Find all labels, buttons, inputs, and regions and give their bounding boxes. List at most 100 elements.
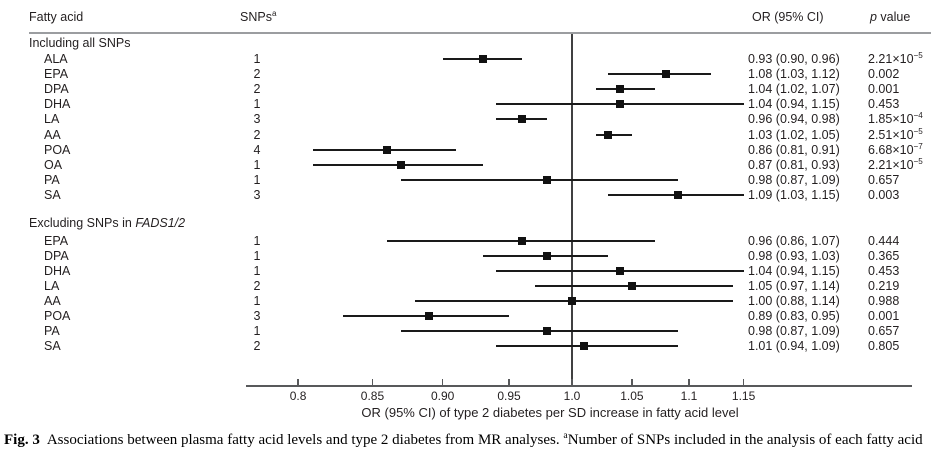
x-axis-tick-label: 0.90	[430, 389, 455, 403]
row-p-value: 0.365	[868, 248, 900, 263]
row-p-value: 2.51×10−5	[868, 126, 923, 142]
row-p-value: 2.21×10−5	[868, 50, 923, 66]
row-snps-count: 2	[253, 82, 261, 97]
row-or-marker	[627, 281, 636, 290]
row-or-marker	[478, 55, 487, 63]
row-snps-count: 1	[253, 97, 261, 112]
row-p-value: 6.68×10−7	[868, 141, 923, 157]
row-label: DHA	[44, 97, 71, 112]
row-ci-whisker	[401, 330, 678, 333]
row-label: EPA	[44, 233, 69, 248]
row-or-ci-text: 0.87 (0.81, 0.93)	[748, 157, 840, 172]
row-label: OA	[44, 157, 63, 172]
row-or-ci-text: 0.96 (0.86, 1.07)	[748, 233, 840, 248]
row-p-value: 0.001	[868, 309, 900, 323]
row-or-ci-text: 0.86 (0.81, 0.91)	[748, 142, 840, 157]
row-p-value: 0.657	[868, 172, 900, 187]
row-label: SA	[44, 339, 61, 354]
row-or-marker	[616, 85, 625, 94]
row-label: AA	[44, 127, 61, 142]
x-axis-tick-label: 0.8	[289, 389, 307, 403]
x-axis-tick	[371, 379, 374, 385]
row-snps-count: 3	[253, 112, 261, 127]
row-p-value: 0.805	[868, 339, 900, 354]
row-label: POA	[44, 309, 71, 323]
row-p-value: 0.003	[868, 187, 900, 202]
row-p-value: 0.002	[868, 67, 900, 82]
row-or-ci-text: 1.01 (0.94, 1.09)	[748, 339, 840, 354]
x-axis-title: OR (95% CI) of type 2 diabetes per SD in…	[361, 405, 739, 420]
row-label: ALA	[44, 52, 68, 66]
header-divider-rule	[29, 32, 931, 34]
row-or-ci-text: 0.98 (0.87, 1.09)	[748, 172, 840, 187]
row-label: PA	[44, 172, 60, 187]
row-label: LA	[44, 278, 60, 293]
section-title: Including all SNPs	[29, 36, 131, 50]
row-or-marker	[604, 130, 613, 139]
column-header-fatty-acid: Fatty acid	[29, 10, 84, 24]
row-or-marker	[662, 70, 671, 79]
row-p-value: 1.85×10−4	[868, 111, 923, 127]
row-p-value: 0.453	[868, 263, 900, 278]
x-axis-tick-label: 1.0	[563, 389, 581, 403]
x-axis-tick-label: 1.05	[620, 389, 644, 403]
caption-footnote-marker: a	[563, 430, 568, 441]
row-or-ci-text: 1.09 (1.03, 1.15)	[748, 187, 840, 202]
row-label: DPA	[44, 82, 69, 97]
row-or-ci-text: 0.89 (0.83, 0.95)	[748, 309, 840, 323]
row-or-ci-text: 1.04 (1.02, 1.07)	[748, 82, 840, 97]
column-header-snps: SNPsa	[240, 8, 277, 24]
x-axis-tick	[688, 379, 690, 385]
row-or-ci-text: 0.98 (0.93, 1.03)	[748, 248, 840, 263]
row-snps-count: 3	[253, 187, 261, 202]
row-p-value: 0.657	[868, 324, 900, 339]
row-snps-count: 1	[253, 157, 261, 172]
row-snps-count: 1	[253, 52, 261, 66]
row-or-marker	[517, 236, 526, 245]
row-or-marker	[424, 312, 433, 320]
row-or-ci-text: 0.93 (0.90, 0.96)	[748, 52, 840, 66]
row-label: DHA	[44, 263, 71, 278]
row-or-marker	[543, 175, 552, 184]
row-p-value: 0.453	[868, 97, 900, 112]
x-axis-tick	[631, 379, 633, 385]
caption-label: Fig. 3	[4, 432, 40, 448]
x-axis-tick	[297, 379, 299, 385]
row-or-marker	[568, 296, 576, 305]
row-or-ci-text: 1.04 (0.94, 1.15)	[748, 263, 840, 278]
row-or-marker	[543, 251, 552, 260]
row-or-ci-text: 1.08 (1.03, 1.12)	[748, 67, 840, 82]
row-label: EPA	[44, 67, 69, 82]
row-or-ci-text: 0.98 (0.87, 1.09)	[748, 324, 840, 339]
row-p-value: 2.21×10−5	[868, 156, 923, 172]
row-or-marker	[616, 266, 625, 275]
x-axis-tick-label: 1.1	[680, 389, 698, 403]
row-snps-count: 3	[253, 309, 261, 323]
row-snps-count: 1	[253, 324, 261, 339]
row-label: AA	[44, 293, 61, 308]
row-label: DPA	[44, 248, 69, 263]
row-or-marker	[397, 160, 406, 169]
row-snps-count: 2	[253, 67, 261, 82]
row-or-ci-text: 1.00 (0.88, 1.14)	[748, 293, 840, 308]
row-or-ci-text: 0.96 (0.94, 0.98)	[748, 112, 840, 127]
row-ci-whisker	[608, 73, 712, 76]
snps-footnote-marker: a	[271, 8, 277, 18]
row-snps-count: 2	[253, 127, 261, 142]
row-label: LA	[44, 112, 60, 127]
row-snps-count: 1	[253, 172, 261, 187]
x-axis-tick	[508, 379, 510, 385]
row-or-ci-text: 1.05 (0.97, 1.14)	[748, 278, 840, 293]
section-title: Excluding SNPs in FADS1/2	[29, 216, 186, 230]
row-label: POA	[44, 142, 71, 157]
row-ci-whisker	[401, 178, 678, 181]
row-or-marker	[517, 115, 526, 124]
row-snps-count: 1	[253, 263, 261, 278]
row-or-marker	[616, 100, 625, 109]
row-p-value: 0.001	[868, 82, 900, 97]
x-axis-tick	[571, 379, 573, 385]
row-p-value: 0.988	[868, 293, 900, 308]
row-or-marker	[382, 145, 391, 154]
x-axis-tick-label: 1.15	[731, 389, 756, 403]
